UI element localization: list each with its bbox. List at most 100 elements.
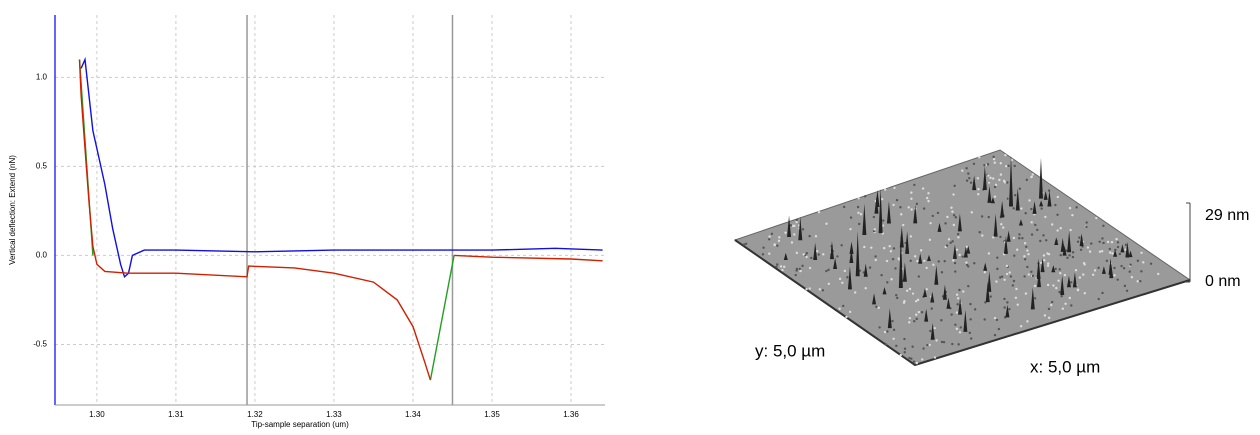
- spike: [942, 284, 947, 300]
- texture: [928, 238, 932, 242]
- x-size-label: x: 5,0 µm: [1030, 357, 1100, 376]
- texture: [994, 183, 998, 187]
- texture: [1056, 213, 1059, 216]
- texture: [968, 331, 972, 335]
- spike: [1079, 233, 1084, 247]
- texture: [883, 188, 887, 191]
- texture: [1066, 256, 1069, 260]
- spike: [886, 201, 891, 224]
- spike: [957, 213, 962, 232]
- texture: [951, 210, 954, 213]
- spike: [1062, 245, 1067, 256]
- texture: [1129, 263, 1132, 266]
- texture: [952, 214, 956, 217]
- spike: [918, 253, 923, 264]
- texture: [825, 222, 828, 225]
- texture: [972, 162, 976, 166]
- texture: [1095, 216, 1098, 220]
- texture: [929, 221, 932, 225]
- texture: [955, 327, 959, 331]
- texture: [932, 263, 935, 266]
- texture: [1044, 239, 1048, 242]
- texture: [1000, 223, 1003, 226]
- texture: [909, 235, 913, 238]
- texture: [922, 347, 925, 350]
- texture: [805, 252, 809, 255]
- texture: [840, 244, 843, 247]
- texture: [922, 207, 926, 210]
- texture: [1122, 266, 1126, 270]
- texture: [977, 193, 980, 196]
- texture: [1002, 226, 1005, 229]
- texture: [958, 253, 961, 257]
- texture: [1005, 264, 1009, 268]
- texture: [873, 228, 876, 231]
- texture: [951, 342, 954, 346]
- texture: [779, 265, 783, 268]
- height-max-label: 29 nm: [1205, 207, 1249, 224]
- texture: [875, 305, 878, 308]
- texture: [1030, 270, 1033, 273]
- spike: [1039, 200, 1044, 207]
- texture: [992, 155, 995, 159]
- texture: [1101, 291, 1104, 295]
- spike: [862, 203, 867, 236]
- texture: [908, 356, 911, 360]
- texture: [983, 318, 986, 321]
- x-tick-label: 1.30: [89, 410, 105, 419]
- texture: [768, 235, 771, 238]
- texture: [1082, 273, 1085, 276]
- x-axis-label: Tip-sample separation (um): [251, 420, 349, 429]
- texture: [1004, 153, 1007, 157]
- texture: [958, 288, 961, 292]
- texture: [1105, 259, 1109, 263]
- spike: [1060, 237, 1065, 252]
- texture: [950, 206, 953, 209]
- texture: [841, 281, 844, 285]
- texture: [927, 199, 930, 203]
- texture: [940, 319, 943, 322]
- texture: [976, 177, 980, 180]
- texture: [973, 308, 977, 311]
- texture: [944, 222, 947, 225]
- texture: [1011, 284, 1015, 287]
- spike: [1067, 230, 1072, 253]
- texture: [1010, 158, 1014, 162]
- texture: [1086, 246, 1090, 249]
- texture: [783, 265, 786, 269]
- spike: [990, 197, 995, 204]
- texture: [836, 255, 839, 258]
- texture: [891, 319, 894, 323]
- texture: [925, 196, 929, 200]
- texture: [898, 258, 901, 261]
- texture: [1016, 303, 1019, 306]
- texture: [914, 300, 918, 303]
- spike: [1018, 219, 1023, 226]
- spike: [1015, 188, 1020, 211]
- texture: [917, 275, 921, 278]
- texture: [891, 257, 895, 261]
- texture: [870, 246, 873, 249]
- texture: [882, 219, 885, 222]
- texture: [1113, 266, 1116, 270]
- texture: [802, 253, 805, 256]
- texture: [1058, 290, 1061, 294]
- texture: [794, 273, 797, 277]
- spike: [1051, 265, 1056, 273]
- texture: [874, 255, 877, 258]
- texture: [892, 247, 896, 250]
- texture: [1006, 181, 1009, 184]
- texture: [1113, 274, 1116, 277]
- texture: [910, 208, 913, 211]
- texture: [1027, 273, 1030, 276]
- texture: [1031, 274, 1035, 278]
- texture: [1033, 297, 1037, 300]
- texture: [778, 236, 781, 239]
- texture: [1003, 297, 1006, 301]
- texture: [846, 276, 849, 279]
- texture: [989, 176, 992, 180]
- texture: [1068, 296, 1071, 300]
- texture: [1069, 281, 1073, 284]
- texture: [1036, 228, 1039, 232]
